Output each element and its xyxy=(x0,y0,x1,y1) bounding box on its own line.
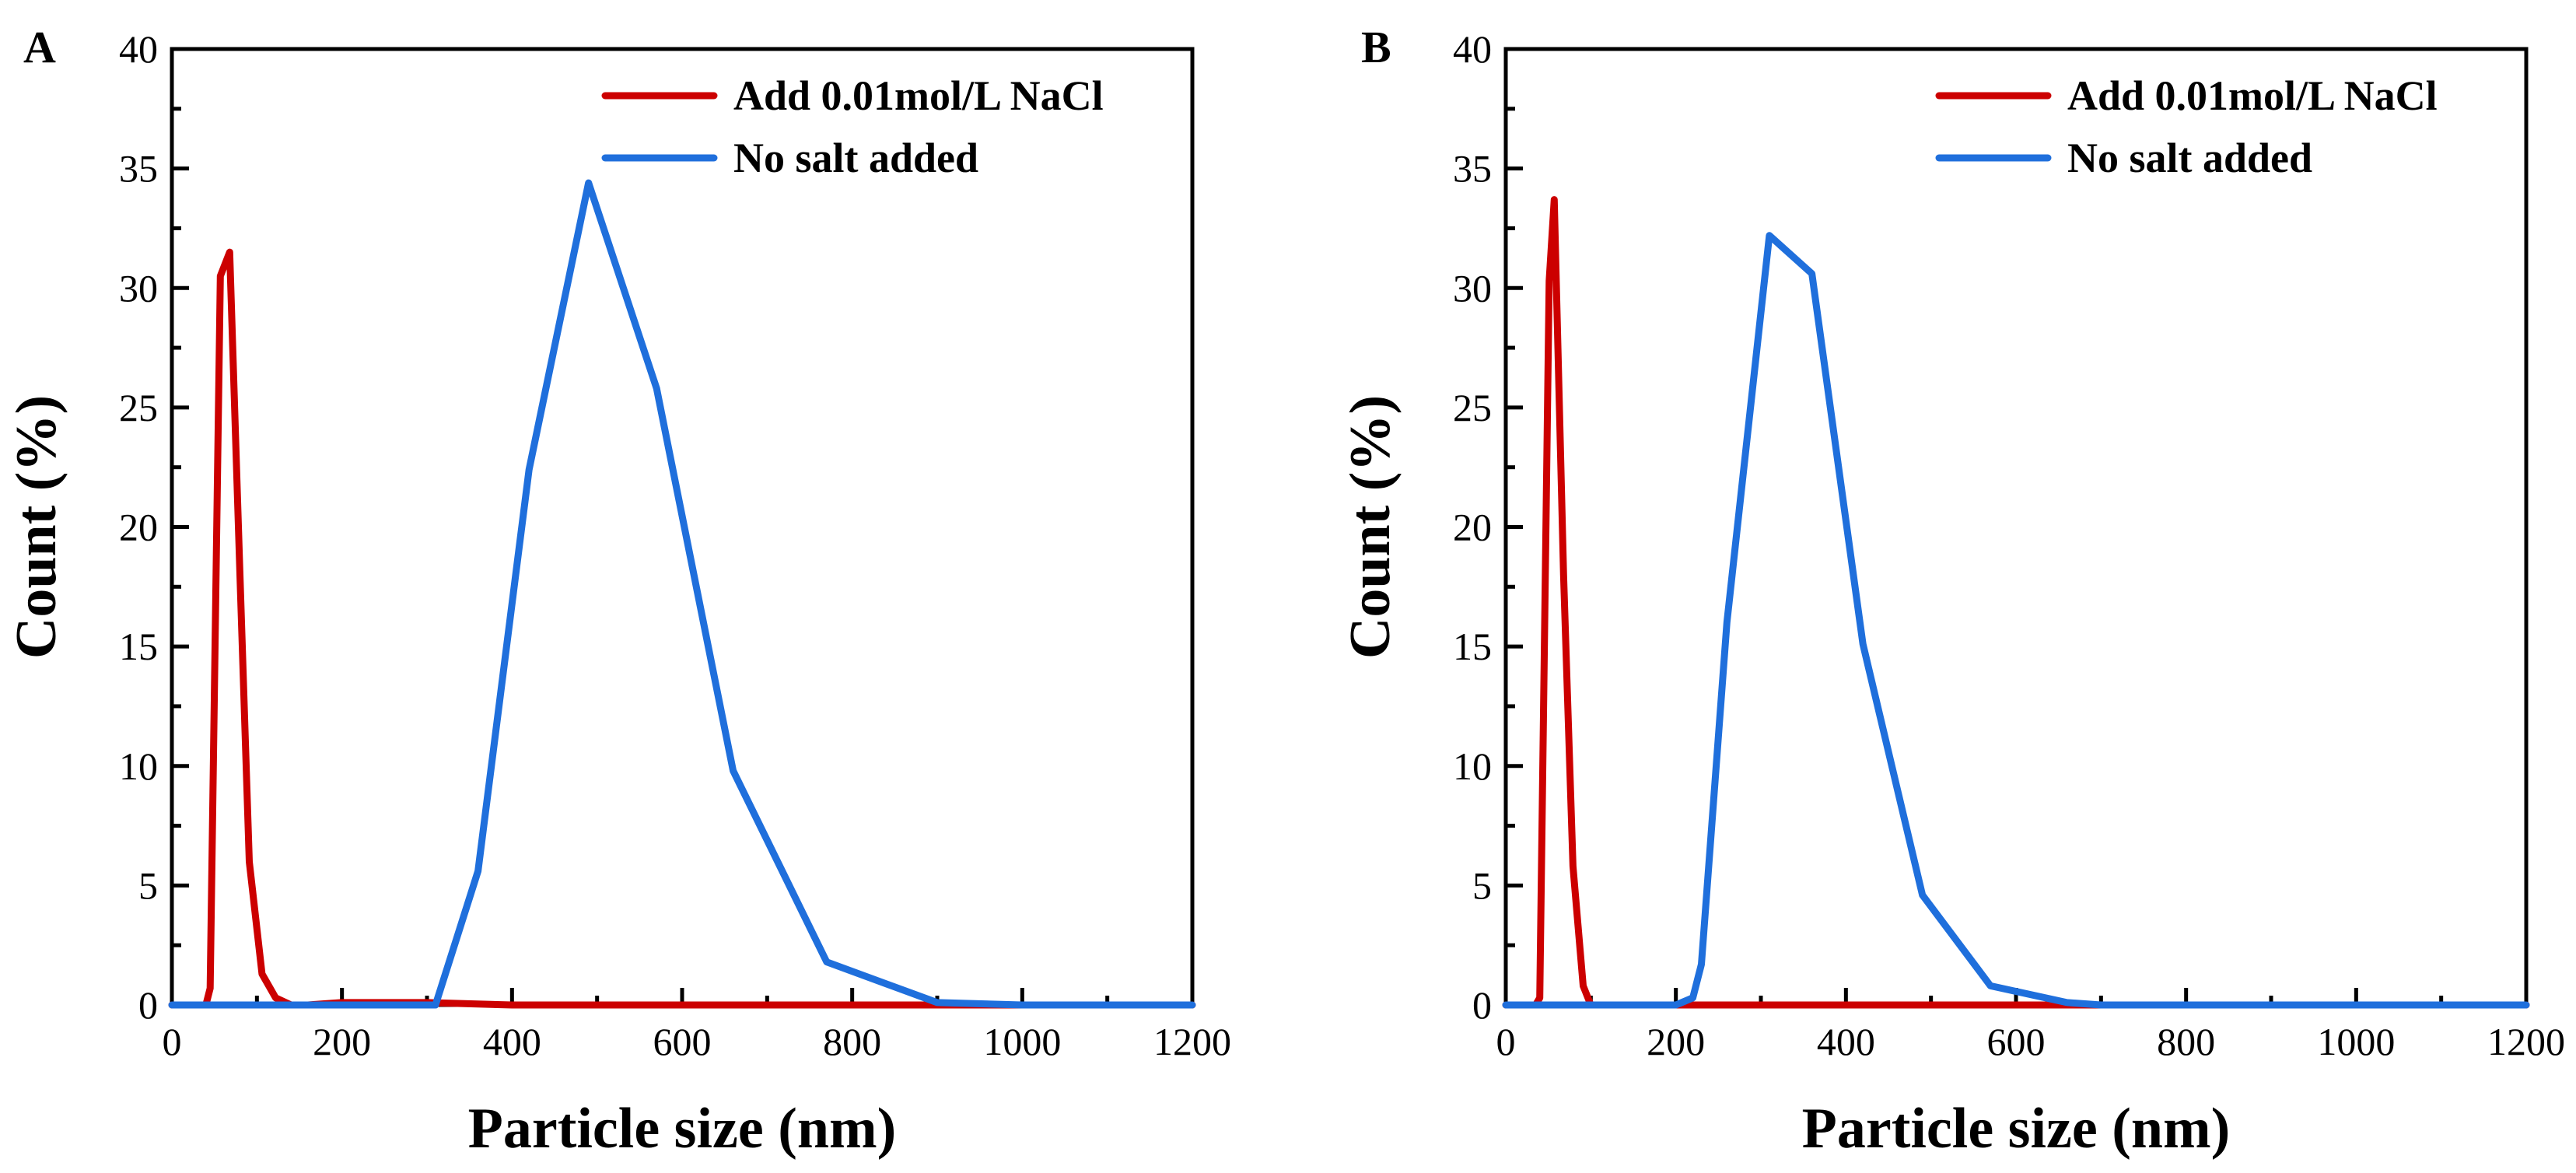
y-tick-label: 30 xyxy=(1453,266,1492,310)
y-tick-label: 15 xyxy=(1453,625,1492,668)
x-tick-label: 1200 xyxy=(1153,1020,1231,1063)
y-axis-title: Count (%) xyxy=(5,395,68,659)
x-tick-label: 200 xyxy=(1647,1020,1705,1063)
legend-label: No salt added xyxy=(2067,135,2312,181)
y-axis-title: Count (%) xyxy=(1339,395,1402,659)
y-tick-label: 10 xyxy=(1453,744,1492,788)
x-tick-label: 800 xyxy=(2157,1020,2215,1063)
x-tick-label: 1000 xyxy=(2317,1020,2395,1063)
x-tick-label: 400 xyxy=(483,1020,541,1063)
x-tick-label: 600 xyxy=(1987,1020,2046,1063)
x-tick-label: 0 xyxy=(163,1020,182,1063)
x-axis-title: Particle size (nm) xyxy=(1802,1097,2231,1161)
y-tick-label: 40 xyxy=(1453,27,1492,71)
y-tick-label: 5 xyxy=(138,863,158,907)
x-tick-label: 1000 xyxy=(983,1020,1061,1063)
y-tick-label: 0 xyxy=(1472,983,1492,1027)
y-tick-label: 35 xyxy=(119,147,158,191)
x-tick-label: 400 xyxy=(1817,1020,1875,1063)
legend-label: Add 0.01mol/L NaCl xyxy=(2067,72,2438,119)
series-line-nacl xyxy=(168,248,1196,1009)
plot-frame xyxy=(1503,47,2529,1007)
x-axis-title: Particle size (nm) xyxy=(468,1097,897,1161)
y-tick-label: 25 xyxy=(119,386,158,429)
x-tick-label: 600 xyxy=(653,1020,712,1063)
y-tick-label: 15 xyxy=(119,625,158,668)
legend-label: Add 0.01mol/L NaCl xyxy=(733,72,1104,119)
series-line-no-salt xyxy=(1502,232,2530,1009)
y-tick-label: 35 xyxy=(1453,147,1492,191)
x-tick-label: 1200 xyxy=(2487,1020,2565,1063)
y-tick-label: 30 xyxy=(119,266,158,310)
x-tick-label: 800 xyxy=(823,1020,881,1063)
x-tick-label: 0 xyxy=(1496,1020,1516,1063)
panel-label: B xyxy=(1361,22,1391,72)
y-tick-label: 5 xyxy=(1472,863,1492,907)
legend-label: No salt added xyxy=(733,135,978,181)
series-line-no-salt xyxy=(168,179,1196,1009)
panel-label: A xyxy=(23,22,56,72)
y-tick-label: 40 xyxy=(119,27,158,71)
y-tick-label: 20 xyxy=(119,506,158,549)
y-tick-label: 25 xyxy=(1453,386,1492,429)
y-tick-label: 20 xyxy=(1453,506,1492,549)
x-tick-label: 200 xyxy=(313,1020,371,1063)
y-tick-label: 10 xyxy=(119,744,158,788)
y-tick-label: 0 xyxy=(138,983,158,1027)
series-line-nacl xyxy=(1502,196,2530,1009)
